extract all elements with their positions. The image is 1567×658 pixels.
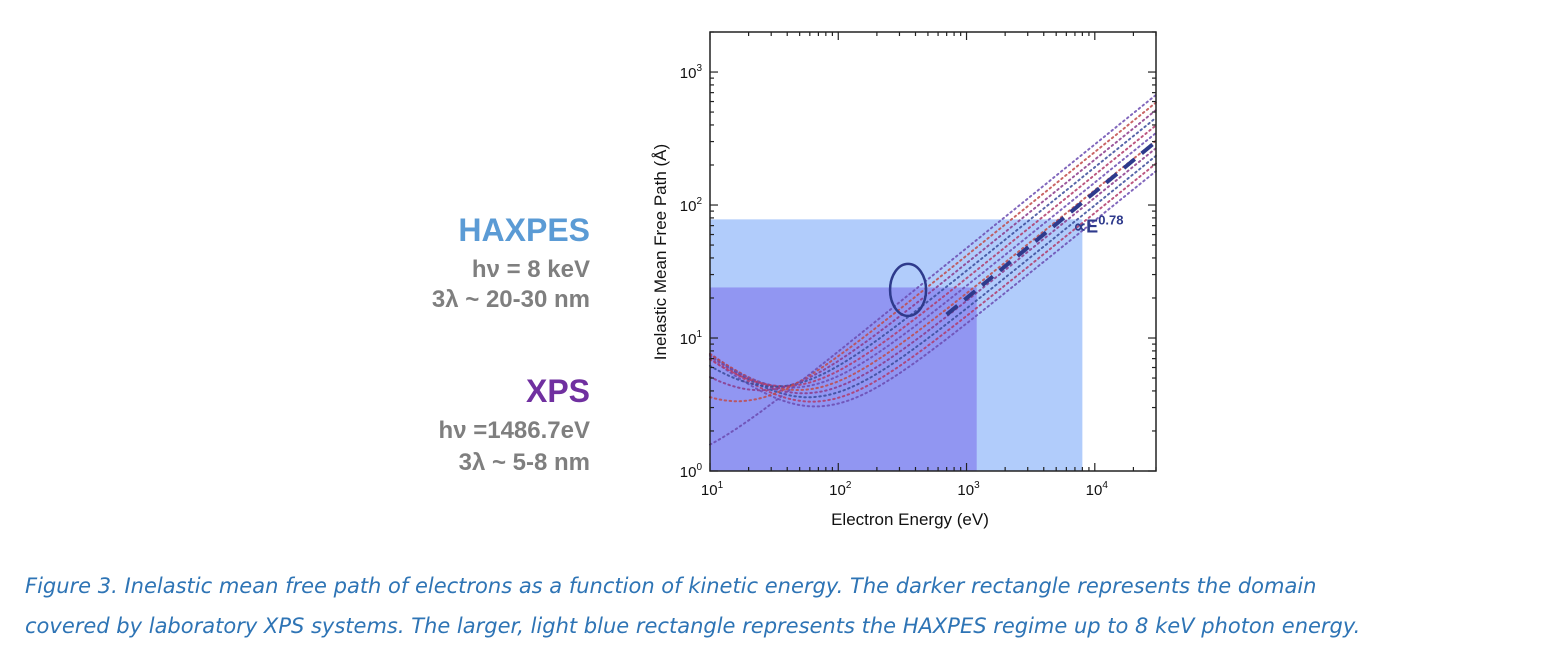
- x-axis-label: Electron Energy (eV): [831, 510, 989, 529]
- chart-ticks: [709, 31, 1157, 472]
- xps-title: XPS: [525, 373, 590, 409]
- caption-line-2: covered by laboratory XPS systems. The l…: [25, 614, 1361, 638]
- caption-line-1: Figure 3. Inelastic mean free path of el…: [25, 574, 1317, 598]
- xps-probing-depth: 3λ ~ 5-8 nm: [458, 449, 590, 476]
- imfp-curve: [709, 109, 1157, 392]
- y-tick-label: 102: [680, 196, 703, 215]
- fit-label: ∝E0.78: [1073, 213, 1123, 237]
- imfp-curve: [709, 162, 1157, 403]
- x-tick-label: 104: [1086, 480, 1109, 499]
- y-tick-label: 100: [680, 462, 703, 481]
- x-tick-label: 102: [829, 480, 852, 499]
- xps-photon-energy: hν =1486.7eV: [438, 417, 590, 444]
- chart-series: [709, 93, 1157, 446]
- haxpes-photon-energy: hν = 8 keV: [471, 256, 590, 283]
- y-axis-label: Inelastic Mean Free Path (Å): [651, 144, 670, 360]
- x-tick-label: 101: [701, 480, 724, 499]
- y-tick-label: 103: [680, 63, 703, 82]
- plot-frame: [709, 31, 1157, 472]
- x-tick-label: 103: [957, 480, 980, 499]
- imfp-curve: [709, 116, 1157, 388]
- imfp-curve: [709, 170, 1157, 408]
- imfp-curve: [709, 139, 1157, 391]
- chart-regions: [710, 219, 1083, 471]
- y-tick-label: 101: [680, 329, 703, 348]
- imfp-curve: [709, 93, 1157, 446]
- annotation-ellipse: [888, 262, 928, 318]
- fit-label-exponent: 0.78: [1098, 213, 1123, 228]
- haxpes-probing-depth: 3λ ~ 20-30 nm: [431, 286, 590, 313]
- imfp-curve: [709, 147, 1157, 395]
- imfp-curve: [709, 101, 1157, 403]
- fit-label-prefix: ∝E: [1073, 217, 1098, 237]
- figure-caption: Figure 3. Inelastic mean free path of el…: [25, 566, 1537, 646]
- haxpes-title: HAXPES: [458, 212, 590, 248]
